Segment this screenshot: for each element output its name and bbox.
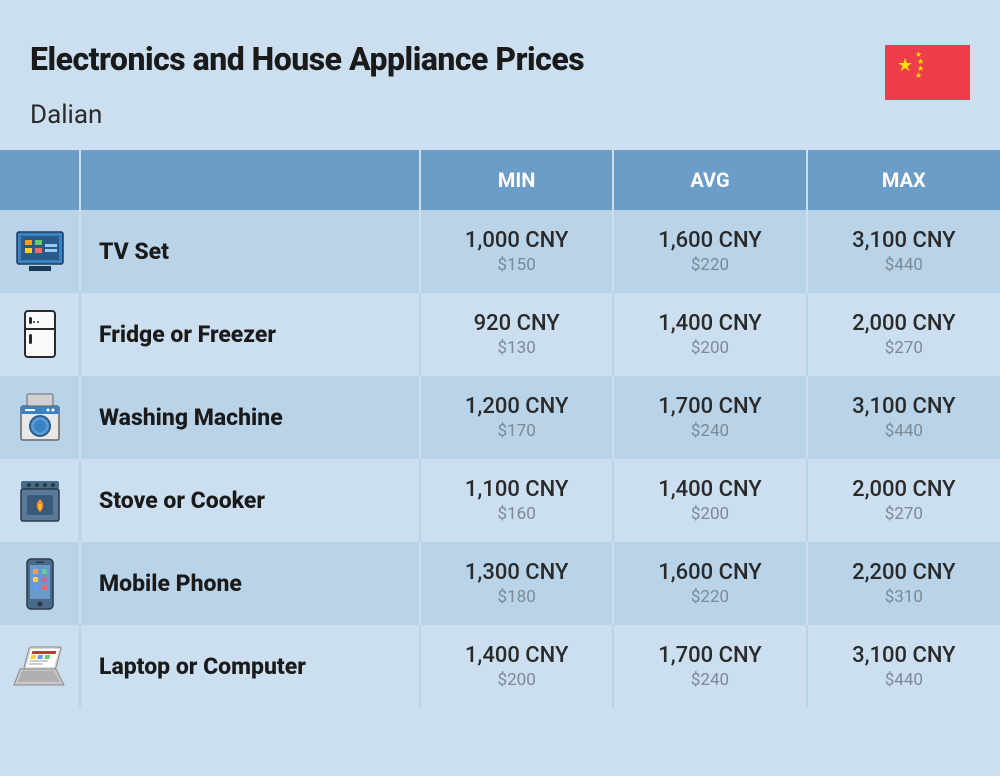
item-name: Mobile Phone (80, 542, 420, 625)
max-secondary: $310 (818, 587, 990, 607)
min-primary: 1,400 CNY (431, 643, 602, 668)
item-name: Fridge or Freezer (80, 293, 420, 376)
price-table: MIN AVG MAX TV Set (0, 150, 1000, 708)
header-icon-col (0, 150, 80, 210)
min-primary: 1,100 CNY (431, 477, 602, 502)
avg-secondary: $220 (624, 255, 795, 275)
washer-icon (0, 376, 80, 459)
min-cell: 1,300 CNY $180 (420, 542, 613, 625)
avg-secondary: $200 (624, 504, 795, 524)
avg-cell: 1,600 CNY $220 (613, 542, 806, 625)
table-header-row: MIN AVG MAX (0, 150, 1000, 210)
max-primary: 3,100 CNY (818, 228, 990, 253)
min-secondary: $150 (431, 255, 602, 275)
min-primary: 1,000 CNY (431, 228, 602, 253)
table-row: Fridge or Freezer 920 CNY $130 1,400 CNY… (0, 293, 1000, 376)
max-cell: 2,000 CNY $270 (807, 293, 1000, 376)
stove-icon (0, 459, 80, 542)
max-primary: 3,100 CNY (818, 643, 990, 668)
avg-primary: 1,600 CNY (624, 560, 795, 585)
min-secondary: $200 (431, 670, 602, 690)
avg-cell: 1,600 CNY $220 (613, 210, 806, 293)
item-name: Stove or Cooker (80, 459, 420, 542)
china-flag-icon: ★ ★ ★ ★★ (885, 45, 970, 100)
header-min: MIN (420, 150, 613, 210)
min-cell: 1,200 CNY $170 (420, 376, 613, 459)
min-primary: 1,300 CNY (431, 560, 602, 585)
table-row: TV Set 1,000 CNY $150 1,600 CNY $220 3,1… (0, 210, 1000, 293)
phone-icon (0, 542, 80, 625)
header: Electronics and House Appliance Prices D… (0, 0, 1000, 150)
avg-secondary: $220 (624, 587, 795, 607)
table-row: Laptop or Computer 1,400 CNY $200 1,700 … (0, 625, 1000, 708)
max-primary: 2,200 CNY (818, 560, 990, 585)
table-row: Washing Machine 1,200 CNY $170 1,700 CNY… (0, 376, 1000, 459)
max-primary: 2,000 CNY (818, 311, 990, 336)
avg-cell: 1,700 CNY $240 (613, 625, 806, 708)
avg-primary: 1,400 CNY (624, 477, 795, 502)
max-secondary: $440 (818, 255, 990, 275)
avg-cell: 1,700 CNY $240 (613, 376, 806, 459)
header-avg: AVG (613, 150, 806, 210)
min-cell: 1,000 CNY $150 (420, 210, 613, 293)
max-primary: 3,100 CNY (818, 394, 990, 419)
min-cell: 920 CNY $130 (420, 293, 613, 376)
tv-icon (0, 210, 80, 293)
fridge-icon (0, 293, 80, 376)
max-primary: 2,000 CNY (818, 477, 990, 502)
city-name: Dalian (30, 100, 970, 130)
max-cell: 2,000 CNY $270 (807, 459, 1000, 542)
avg-secondary: $200 (624, 338, 795, 358)
avg-secondary: $240 (624, 421, 795, 441)
min-primary: 920 CNY (431, 311, 602, 336)
page-title: Electronics and House Appliance Prices (30, 40, 970, 78)
item-name: TV Set (80, 210, 420, 293)
table-row: Mobile Phone 1,300 CNY $180 1,600 CNY $2… (0, 542, 1000, 625)
min-secondary: $130 (431, 338, 602, 358)
min-primary: 1,200 CNY (431, 394, 602, 419)
min-cell: 1,400 CNY $200 (420, 625, 613, 708)
header-max: MAX (807, 150, 1000, 210)
max-cell: 3,100 CNY $440 (807, 376, 1000, 459)
max-secondary: $440 (818, 421, 990, 441)
avg-cell: 1,400 CNY $200 (613, 293, 806, 376)
table-row: Stove or Cooker 1,100 CNY $160 1,400 CNY… (0, 459, 1000, 542)
header-name-col (80, 150, 420, 210)
avg-cell: 1,400 CNY $200 (613, 459, 806, 542)
min-secondary: $180 (431, 587, 602, 607)
avg-secondary: $240 (624, 670, 795, 690)
max-cell: 3,100 CNY $440 (807, 625, 1000, 708)
min-cell: 1,100 CNY $160 (420, 459, 613, 542)
avg-primary: 1,700 CNY (624, 394, 795, 419)
min-secondary: $170 (431, 421, 602, 441)
laptop-icon (0, 625, 80, 708)
max-secondary: $270 (818, 338, 990, 358)
max-cell: 2,200 CNY $310 (807, 542, 1000, 625)
item-name: Laptop or Computer (80, 625, 420, 708)
item-name: Washing Machine (80, 376, 420, 459)
avg-primary: 1,700 CNY (624, 643, 795, 668)
avg-primary: 1,600 CNY (624, 228, 795, 253)
min-secondary: $160 (431, 504, 602, 524)
avg-primary: 1,400 CNY (624, 311, 795, 336)
max-cell: 3,100 CNY $440 (807, 210, 1000, 293)
max-secondary: $270 (818, 504, 990, 524)
max-secondary: $440 (818, 670, 990, 690)
